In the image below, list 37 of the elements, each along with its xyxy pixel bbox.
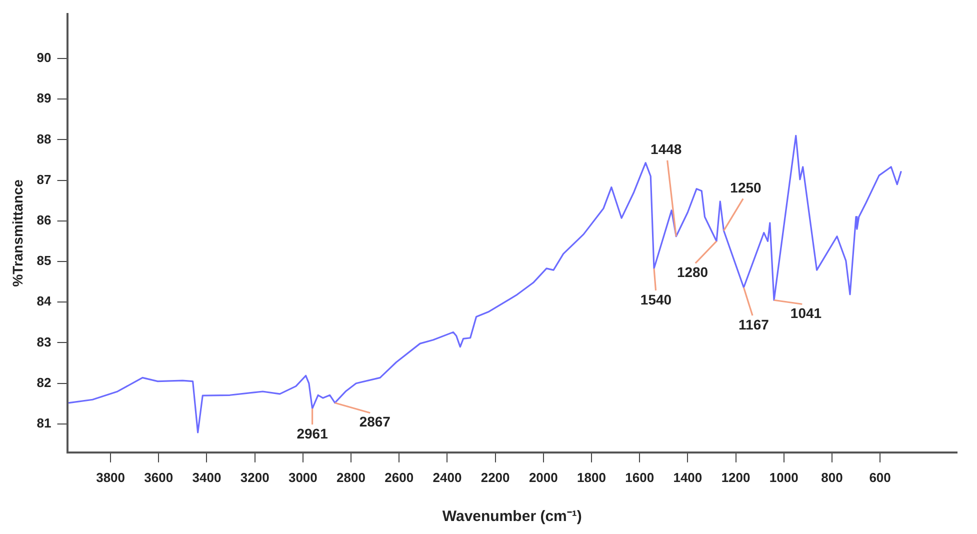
annotation: 1041 [790, 304, 822, 321]
annotation: 1280 [676, 264, 708, 280]
x-tick-label: 3400 [192, 470, 222, 485]
annotation: 2867 [359, 414, 391, 430]
x-tick-label: 2000 [528, 470, 558, 485]
x-tick-label: 1000 [769, 470, 798, 485]
x-tick-label: 1800 [577, 470, 606, 485]
x-tick-label: 800 [821, 470, 843, 485]
x-tick-label: 3600 [144, 470, 174, 485]
x-tick-label: 3200 [240, 470, 270, 485]
y-tick-label: 86 [36, 212, 52, 228]
annotation: 1540 [640, 291, 672, 308]
annotation: 1250 [730, 180, 762, 196]
x-tick-label: 2400 [432, 470, 462, 485]
x-tick-label: 1400 [673, 470, 702, 485]
annotation: 2961 [296, 425, 328, 442]
y-tick-label: 84 [36, 294, 52, 309]
y-axis-title: %Transmittance [9, 179, 26, 287]
y-tick-label: 89 [36, 90, 52, 106]
x-tick-label: 1200 [721, 470, 750, 485]
x-tick-label: 2800 [336, 470, 366, 485]
y-tick-label: 83 [36, 334, 52, 350]
x-tick-label: 2600 [384, 470, 414, 485]
x-tick-label: 1600 [625, 470, 654, 485]
y-tick-label: 90 [36, 50, 52, 66]
y-tick-label: 88 [36, 131, 52, 146]
x-tick-label: 3800 [96, 470, 126, 485]
x-tick-label: 600 [869, 470, 891, 485]
x-tick-label: 2200 [480, 470, 510, 485]
annotation: 1448 [650, 141, 682, 158]
y-tick-label: 82 [36, 374, 52, 390]
y-tick-label: 81 [36, 416, 52, 431]
x-tick-label: 3000 [288, 470, 318, 485]
annotation: 1167 [738, 316, 770, 332]
y-tick-label: 85 [36, 253, 52, 268]
y-tick-label: 87 [36, 172, 52, 187]
x-axis-title: Wavenumber (cm⁻¹) [442, 508, 582, 526]
